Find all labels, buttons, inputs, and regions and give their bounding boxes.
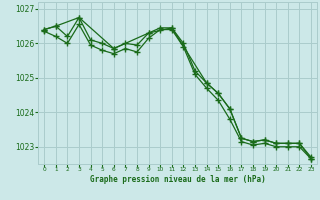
X-axis label: Graphe pression niveau de la mer (hPa): Graphe pression niveau de la mer (hPa) <box>90 175 266 184</box>
